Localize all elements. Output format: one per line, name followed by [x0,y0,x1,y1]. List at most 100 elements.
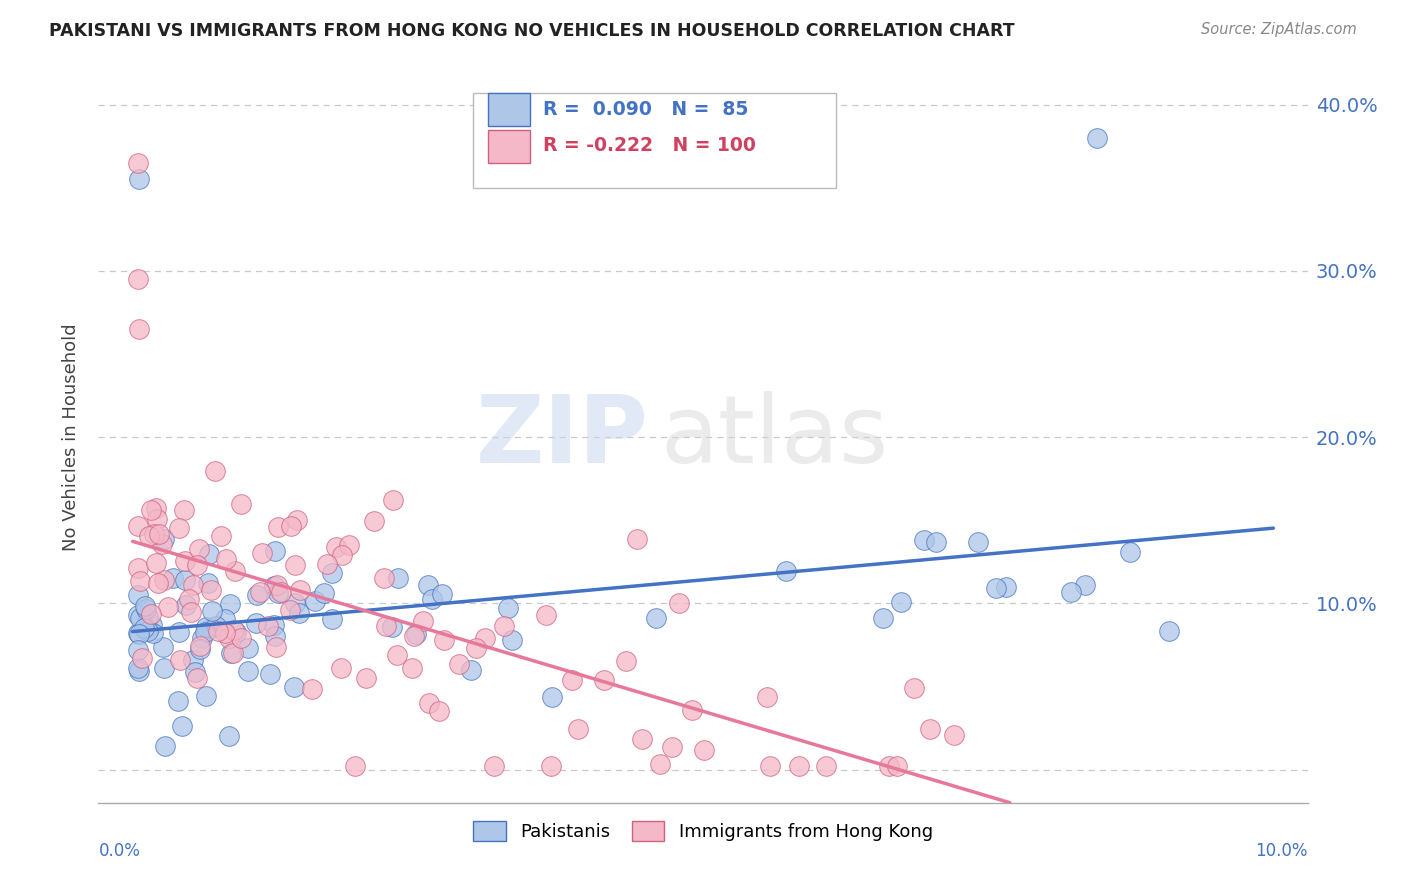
Point [759,759,782,773]
Point [204,619,226,633]
Point [460,664,482,678]
Point [141,607,163,622]
Point [138,624,160,639]
Point [218,632,240,646]
Legend: Pakistanis, Immigrants from Hong Kong: Pakistanis, Immigrants from Hong Kong [465,814,941,848]
Point [188,642,211,657]
Point [263,618,285,632]
Point [498,601,520,615]
Point [1085,131,1108,145]
FancyBboxPatch shape [488,130,530,162]
Point [925,534,948,549]
Point [209,529,232,543]
Point [650,756,672,771]
Point [194,689,217,703]
Point [330,548,353,562]
Point [321,612,343,626]
Point [229,631,252,645]
Point [382,493,405,508]
Point [238,641,260,656]
Point [270,584,292,599]
Point [152,573,174,587]
Point [263,579,285,593]
Point [263,629,285,643]
Point [162,571,184,585]
Point [412,614,434,628]
Point [198,547,221,561]
Text: 0.0%: 0.0% [98,842,141,860]
Point [967,535,990,549]
Point [135,602,157,616]
Text: atlas: atlas [661,391,889,483]
Point [141,618,163,632]
Point [264,543,287,558]
Text: PAKISTANI VS IMMIGRANTS FROM HONG KONG NO VEHICLES IN HOUSEHOLD CORRELATION CHAR: PAKISTANI VS IMMIGRANTS FROM HONG KONG N… [49,22,1015,40]
Point [127,607,149,622]
Point [337,538,360,552]
Point [129,574,152,589]
Point [214,612,236,626]
Point [815,759,838,773]
Point [259,667,281,681]
Point [616,654,638,668]
Point [534,607,557,622]
Point [179,591,201,606]
Point [218,729,240,743]
Point [224,564,246,578]
Point [188,639,211,653]
Point [266,578,288,592]
Point [430,587,453,601]
Point [465,640,488,655]
Point [173,503,195,517]
Point [447,657,470,672]
Point [354,671,377,685]
Point [127,561,149,575]
Point [373,571,395,585]
Point [278,603,301,617]
Point [138,529,160,543]
Point [238,664,260,678]
Point [201,603,224,617]
Point [418,696,440,710]
Point [174,574,197,588]
Point [912,533,935,547]
Point [330,660,353,674]
Point [304,594,326,608]
Point [325,540,347,554]
Point [1159,624,1181,638]
Point [128,172,150,186]
Point [207,624,229,638]
Point [267,586,290,600]
Point [197,575,219,590]
Point [169,653,191,667]
Point [176,598,198,612]
Point [644,611,666,625]
Point [661,739,683,754]
Point [886,759,908,773]
Point [127,626,149,640]
Point [225,624,247,639]
Point [136,610,159,624]
Point [134,621,156,635]
Point [285,513,308,527]
Point [128,322,150,336]
Point [401,660,423,674]
Point [187,542,209,557]
FancyBboxPatch shape [474,94,837,188]
FancyBboxPatch shape [488,94,530,126]
Point [167,624,190,639]
Point [422,592,444,607]
Text: R =  0.090   N =  85: R = 0.090 N = 85 [543,100,749,119]
Point [474,632,496,646]
Point [343,759,366,773]
Point [200,582,222,597]
Point [1119,544,1142,558]
Text: 10.0%: 10.0% [1256,842,1308,860]
Point [541,690,564,705]
Point [145,556,167,570]
Point [626,532,648,546]
Point [903,681,925,695]
Point [148,526,170,541]
Point [427,704,450,718]
Point [756,690,779,705]
